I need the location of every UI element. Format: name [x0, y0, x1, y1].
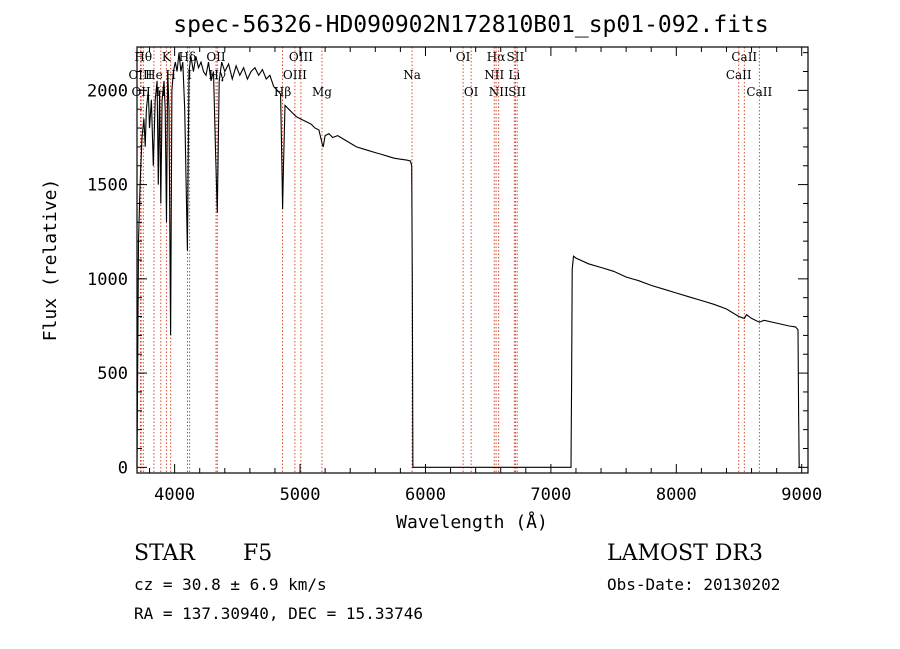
line-label-11: Hβ — [274, 85, 291, 99]
survey-name: LAMOST DR3 — [607, 541, 763, 566]
x-tick-label-4000: 4000 — [154, 485, 195, 505]
line-label-18: Hα — [487, 50, 506, 64]
line-label-3: He — [145, 68, 163, 82]
line-label-4: H — [156, 85, 166, 99]
line-label-22: Li — [508, 68, 520, 82]
y-axis-label: Flux (relative) — [40, 179, 61, 342]
chart-title: spec-56326-HD090902N172810B01_sp01-092.f… — [173, 12, 768, 38]
plot-frame — [136, 46, 809, 474]
line-label-12: OIII — [283, 68, 307, 82]
y-tick-label-500: 500 — [97, 364, 128, 384]
line-label-8: I — [187, 68, 192, 82]
line-label-7: Hδ — [179, 50, 197, 64]
observation-date: Obs-Date: 20130202 — [607, 575, 780, 594]
x-axis: 4000 5000 6000 7000 8000 9000 — [149, 47, 822, 505]
y-tick-label-0: 0 — [118, 458, 128, 478]
y-tick-label-1500: 1500 — [87, 176, 128, 196]
spectral-subclass: F5 — [243, 541, 272, 566]
series-line-0 — [136, 52, 802, 468]
line-label-19: NII — [484, 68, 504, 82]
line-label-21: SII — [507, 50, 525, 64]
line-label-6: H — [166, 68, 176, 82]
x-tick-label-5000: 5000 — [280, 485, 321, 505]
spectral-line-markers: HθOIIIOIIHeHKHHδIOIIHγHβOIIIOIIIMgNaOIOI… — [128, 47, 772, 473]
line-label-26: CaII — [746, 85, 772, 99]
x-axis-label: Wavelength (Å) — [396, 511, 548, 533]
line-label-24: CaII — [731, 50, 757, 64]
line-label-14: Mg — [312, 85, 332, 99]
line-label-23: SII — [508, 85, 526, 99]
line-label-2: OII — [131, 85, 151, 99]
line-label-9: OII — [206, 50, 226, 64]
line-label-5: K — [162, 50, 172, 64]
line-label-0: Hθ — [134, 50, 152, 64]
line-label-25: CaII — [726, 68, 752, 82]
x-tick-label-7000: 7000 — [530, 485, 571, 505]
x-tick-label-8000: 8000 — [656, 485, 697, 505]
line-label-16: OI — [456, 50, 471, 64]
redshift-cz: cz = 30.8 ± 6.9 km/s — [134, 575, 327, 594]
y-tick-label-1000: 1000 — [87, 270, 128, 290]
y-tick-label-2000: 2000 — [87, 81, 128, 101]
line-label-10: Hγ — [208, 68, 226, 82]
spectrum-series — [136, 52, 802, 468]
x-tick-label-6000: 6000 — [405, 485, 446, 505]
object-type: STAR — [134, 541, 196, 566]
x-tick-label-9000: 9000 — [781, 485, 822, 505]
line-label-13: OIII — [289, 50, 313, 64]
y-axis: 0 500 1000 1500 2000 — [87, 52, 808, 478]
line-label-15: Na — [403, 68, 421, 82]
line-label-20: NII — [489, 85, 509, 99]
ra-dec-coordinates: RA = 137.30940, DEC = 15.33746 — [134, 604, 423, 623]
line-label-1: OIII — [128, 68, 152, 82]
line-label-17: OI — [464, 85, 479, 99]
